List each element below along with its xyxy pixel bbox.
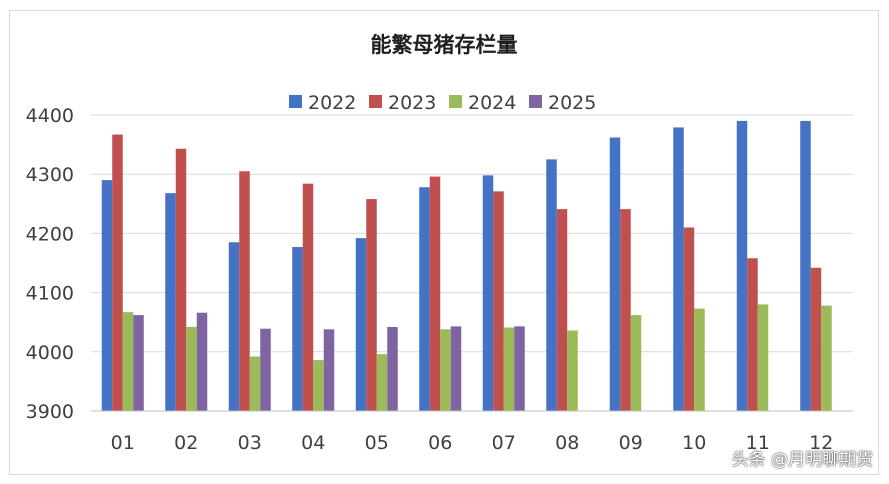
x-tick-label: 03 (238, 432, 262, 454)
bar-2024-10 (694, 308, 705, 411)
chart-title: 能繁母猪存栏量 (371, 32, 518, 57)
y-tick-label: 4400 (26, 105, 74, 127)
bar-2023-10 (683, 227, 695, 411)
bar-2024-08 (567, 330, 578, 411)
bar-2022-05 (355, 238, 367, 411)
x-tick-label: 08 (555, 432, 579, 454)
y-tick-label: 4200 (26, 223, 74, 245)
bar-2023-06 (429, 176, 441, 411)
x-tick-label: 05 (365, 432, 389, 454)
bar-2024-01 (122, 312, 134, 411)
bar-2024-07 (503, 327, 515, 411)
bar-2023-01 (112, 134, 123, 411)
y-tick-label: 4000 (26, 342, 74, 364)
legend-swatch-2023 (369, 95, 382, 108)
x-tick-label: 06 (428, 432, 452, 454)
bar-2023-02 (175, 148, 187, 411)
y-tick-label: 3900 (26, 401, 74, 423)
legend-label-2024: 2024 (468, 92, 516, 114)
legend-label-2025: 2025 (548, 92, 596, 114)
legend-swatch-2025 (529, 95, 542, 108)
x-tick-label: 02 (174, 432, 198, 454)
bar-2024-11 (757, 304, 769, 411)
bar-2023-08 (556, 209, 568, 411)
y-tick-label: 4100 (26, 283, 74, 305)
legend-swatch-2022 (289, 95, 302, 108)
bar-2023-07 (493, 191, 504, 411)
x-tick-label: 01 (111, 432, 135, 454)
bar-2023-09 (620, 209, 631, 411)
bar-2022-04 (292, 247, 303, 411)
bar-2023-03 (239, 171, 250, 411)
bar-2022-09 (609, 137, 621, 411)
x-tick-label: 12 (809, 432, 833, 454)
bar-2022-01 (101, 180, 113, 411)
bar-2024-09 (630, 315, 642, 411)
bar-2022-06 (419, 187, 430, 411)
chart-frame (9, 10, 879, 475)
bar-2025-03 (260, 328, 271, 411)
x-tick-label: 11 (746, 432, 770, 454)
legend-label-2022: 2022 (308, 92, 356, 114)
bar-2023-12 (810, 267, 822, 411)
bar-2023-04 (302, 183, 314, 411)
bar-2024-03 (249, 356, 261, 411)
bar-2025-01 (133, 315, 144, 411)
bar-2025-06 (450, 326, 462, 411)
bar-2022-08 (546, 159, 557, 411)
legend-label-2023: 2023 (388, 92, 436, 114)
bar-2024-02 (186, 326, 197, 411)
bar-2024-12 (821, 305, 832, 411)
x-tick-label: 10 (682, 432, 706, 454)
bar-2025-04 (323, 329, 335, 411)
bar-2022-07 (482, 175, 494, 411)
x-tick-label: 04 (301, 432, 325, 454)
watermark: 头条 @月明聊期货 (731, 450, 873, 470)
x-tick-label: 09 (619, 432, 643, 454)
bar-2023-05 (366, 199, 377, 411)
x-tick-label: 07 (492, 432, 516, 454)
bar-2022-03 (228, 242, 240, 411)
bar-2024-04 (313, 360, 324, 411)
bar-2022-02 (165, 193, 176, 411)
bar-2025-02 (196, 312, 208, 411)
bar-2025-05 (387, 326, 398, 411)
y-tick-label: 4300 (26, 164, 74, 186)
bar-2025-07 (514, 326, 525, 411)
bar-2023-11 (747, 258, 758, 411)
bar-2024-06 (440, 329, 451, 411)
bar-2022-10 (673, 127, 684, 411)
legend-swatch-2024 (449, 95, 462, 108)
bar-2022-12 (800, 120, 811, 412)
bar-2022-11 (736, 120, 748, 412)
bar-2024-05 (376, 354, 388, 411)
